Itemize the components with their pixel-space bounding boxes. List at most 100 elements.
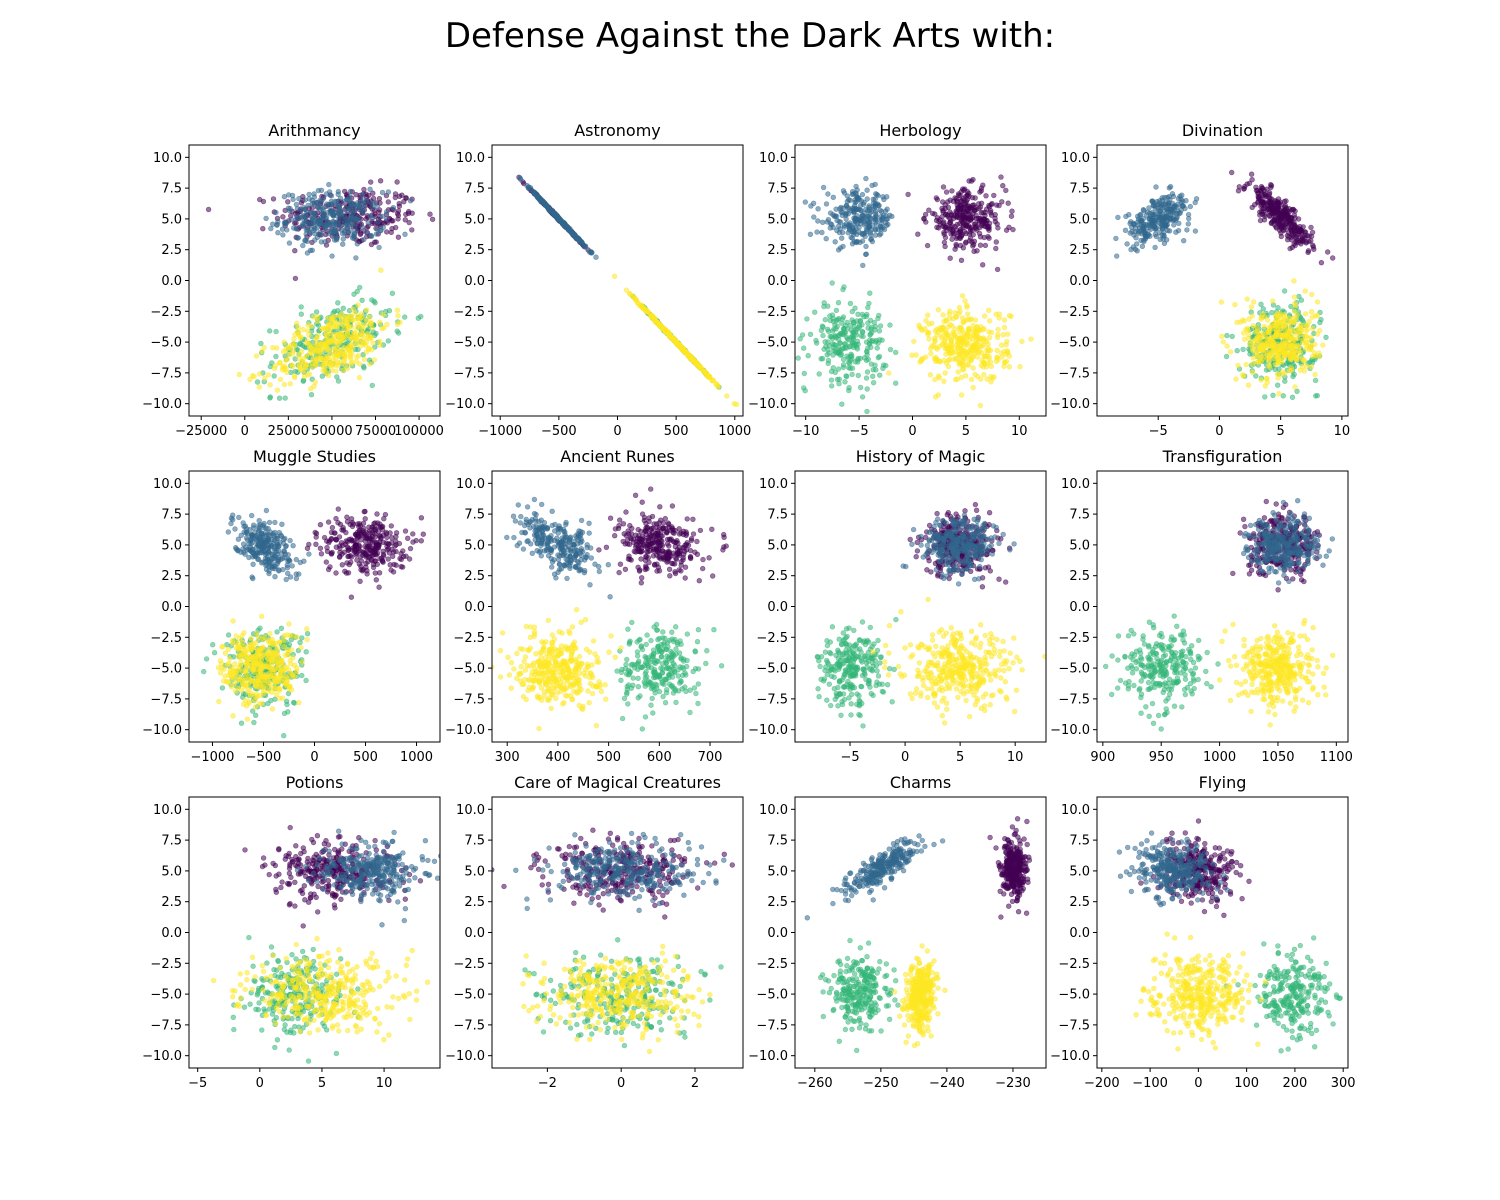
data-point [275, 219, 281, 225]
data-point [230, 512, 236, 518]
data-point [950, 229, 956, 235]
data-point [1294, 388, 1300, 394]
data-point [1250, 299, 1257, 305]
data-point [991, 374, 997, 380]
data-point [390, 205, 397, 211]
data-point [924, 242, 931, 249]
scatter-points [1113, 169, 1336, 400]
data-point [823, 236, 829, 242]
data-point [379, 189, 386, 196]
data-point [974, 324, 980, 331]
y-tick-label: −10.0 [445, 397, 485, 412]
data-point [939, 333, 946, 339]
data-point [838, 235, 845, 241]
data-point [855, 326, 861, 332]
data-point [694, 361, 700, 367]
data-point [1161, 213, 1168, 219]
data-point [800, 345, 807, 351]
data-point [308, 392, 315, 398]
figure-title: Defense Against the Dark Arts with: [444, 16, 1056, 56]
data-point [959, 213, 965, 219]
data-point [820, 184, 827, 191]
data-point [256, 517, 262, 524]
data-point [340, 367, 347, 373]
data-point [306, 541, 312, 548]
data-point [358, 321, 364, 328]
data-point [857, 318, 864, 324]
data-point [1287, 319, 1293, 325]
data-point [395, 330, 402, 336]
data-point [1268, 334, 1275, 340]
data-point [319, 206, 325, 212]
data-point [842, 341, 849, 347]
data-point [344, 560, 350, 566]
data-point [385, 556, 391, 562]
data-point [340, 305, 346, 311]
data-point [256, 371, 263, 377]
data-point [1232, 302, 1238, 308]
data-point [392, 191, 399, 197]
data-point [971, 350, 978, 356]
data-point [855, 357, 861, 363]
data-point [346, 222, 352, 228]
data-point [905, 191, 911, 198]
data-point [388, 523, 394, 529]
data-point [866, 341, 873, 347]
data-point [1270, 298, 1276, 304]
data-point [887, 322, 893, 328]
data-point [235, 547, 241, 553]
data-point [296, 214, 303, 221]
y-tick-label: 0.0 [767, 274, 788, 289]
data-point [980, 182, 986, 188]
data-point [926, 207, 932, 213]
data-point [825, 357, 832, 364]
data-point [396, 540, 403, 547]
data-point [868, 236, 875, 242]
data-point [833, 326, 839, 332]
data-point [865, 208, 871, 214]
data-point [946, 311, 952, 317]
data-point [282, 347, 288, 353]
data-point [994, 266, 1001, 273]
data-point [292, 374, 298, 381]
data-point [849, 333, 855, 340]
data-point [1291, 278, 1297, 284]
data-point [274, 387, 281, 393]
data-point [949, 188, 955, 194]
data-point [342, 568, 348, 574]
data-point [1241, 185, 1247, 192]
data-point [1167, 216, 1173, 222]
data-point [948, 347, 955, 353]
data-point [349, 538, 355, 544]
data-point [384, 215, 390, 222]
data-point [444, 225, 449, 230]
data-point [816, 371, 822, 377]
data-point [964, 362, 970, 368]
data-point [959, 293, 966, 299]
data-point [1219, 333, 1225, 339]
data-point [296, 364, 303, 370]
y-tick-label: −2.5 [453, 305, 485, 320]
data-point [344, 320, 350, 326]
data-point [945, 363, 952, 370]
data-point [645, 309, 651, 315]
data-point [982, 223, 988, 230]
data-point [418, 515, 425, 521]
x-tick-label: −1000 [478, 424, 522, 439]
y-tick-label: −2.5 [756, 305, 788, 320]
data-point [381, 515, 387, 522]
data-point [360, 363, 367, 369]
axes-frame [188, 144, 441, 417]
data-point [357, 578, 363, 584]
data-point [819, 219, 826, 226]
data-point [331, 530, 337, 536]
data-point [829, 280, 835, 286]
data-point [972, 371, 978, 378]
data-point [872, 181, 878, 188]
y-tick-label: −10.0 [748, 397, 788, 412]
data-point [287, 381, 293, 387]
data-point [1171, 222, 1177, 228]
data-point [959, 347, 966, 353]
subplot-title: Arithmancy [268, 121, 360, 140]
data-point [810, 200, 817, 207]
